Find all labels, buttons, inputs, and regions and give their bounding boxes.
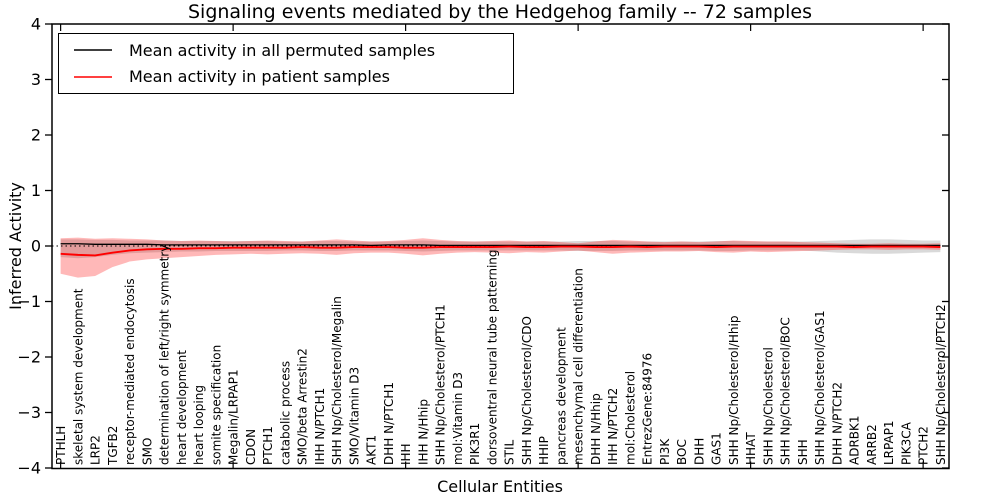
category-label: SHH: [796, 439, 810, 465]
category-label: ARRB2: [865, 424, 879, 465]
category-label: CDON: [244, 429, 258, 465]
category-label: HHAT: [744, 432, 758, 465]
category-label: DHH N/Hhip: [589, 393, 603, 465]
category-label: heart development: [175, 350, 189, 465]
category-label: DHH: [692, 438, 706, 465]
category-label: STIL: [503, 440, 517, 465]
legend-entry-permuted: Mean activity in all permuted samples: [59, 37, 513, 63]
category-label: pancreas development: [554, 327, 568, 465]
legend-label-permuted: Mean activity in all permuted samples: [129, 40, 436, 60]
y-tick-label: −4: [17, 459, 41, 478]
category-label: SHH Np/Cholesterol/CDO: [520, 316, 534, 465]
category-label: mol:Cholesterol: [623, 371, 637, 465]
category-label: SHH Np/Cholesterol: [761, 347, 775, 465]
y-tick-label: 1: [31, 181, 41, 200]
y-axis-label: Inferred Activity: [6, 182, 25, 310]
category-label: PI3K: [658, 438, 672, 465]
category-label: SHH Np/Cholesterol/GAS1: [813, 310, 827, 465]
y-tick-label: −3: [17, 403, 41, 422]
category-label: Megalin/LRPAP1: [227, 369, 241, 465]
legend-line-black-icon: [74, 49, 112, 52]
y-tick-label: 4: [31, 15, 41, 34]
permuted-band: [60, 239, 941, 259]
category-label: IHH N/PTCH2: [606, 388, 620, 465]
category-label: LRPAP1: [882, 420, 896, 465]
category-label: DHH N/PTCH2: [830, 382, 844, 465]
category-label: PTHLH: [54, 426, 68, 465]
y-tick-label: −1: [17, 292, 41, 311]
category-label: SHH Np/Cholesterol/PTCH2: [934, 304, 948, 465]
y-tick-label: 0: [31, 237, 41, 256]
category-label: SHH Np/Cholesterol/BOC: [779, 317, 793, 465]
category-label: ADRBK1: [848, 415, 862, 465]
y-tick-label: −2: [17, 348, 41, 367]
x-axis-label: Cellular Entities: [437, 477, 563, 496]
category-label: mol:Vitamin D3: [451, 372, 465, 465]
category-label: SHH Np/Cholesterol/Megalin: [330, 296, 344, 465]
category-label: HHIP: [537, 436, 551, 465]
category-label: LRP2: [89, 435, 103, 465]
category-label: DHH N/PTCH1: [382, 382, 396, 465]
legend-label-patient: Mean activity in patient samples: [129, 67, 390, 87]
category-label: PIK3R1: [468, 423, 482, 465]
category-label: PIK3CA: [899, 421, 913, 465]
patient-mean-line: [60, 245, 941, 257]
category-label: SHH Np/Cholesterol/PTCH1: [434, 304, 448, 465]
category-label: SMO/beta Arrestin2: [296, 348, 310, 465]
category-label: dorsoventral neural tube patterning: [485, 249, 499, 465]
category-label: IHH N/PTCH1: [313, 388, 327, 465]
category-label: TGFB2: [106, 426, 120, 466]
y-tick-label: 3: [31, 70, 41, 89]
category-label: SMO/Vitamin D3: [347, 367, 361, 465]
category-label: SHH Np/Cholesterol/Hhip: [727, 316, 741, 465]
category-label: EntrezGene:84976: [641, 353, 655, 465]
chart-title: Signaling events mediated by the Hedgeho…: [187, 1, 812, 23]
patient-band: [60, 237, 941, 278]
category-label: PTCH2: [917, 426, 931, 465]
permuted-mean-line: [60, 243, 941, 247]
category-label: SMO: [140, 438, 154, 465]
category-label: AKT1: [365, 435, 379, 465]
y-tick-label: 2: [31, 126, 41, 145]
category-label: IHH N/Hhip: [416, 399, 430, 465]
category-label: IHH: [399, 443, 413, 465]
category-label: BOC: [675, 439, 689, 465]
category-label: skeletal system development: [71, 288, 85, 465]
legend: Mean activity in all permuted samples Me…: [58, 33, 514, 94]
category-label: determination of left/right symmetry: [158, 245, 172, 465]
category-label: somite specification: [209, 345, 223, 465]
category-label: mesenchymal cell differentiation: [572, 268, 586, 465]
legend-line-red-icon: [74, 75, 112, 78]
category-label: receptor-mediated endocytosis: [123, 278, 137, 465]
category-label: catabolic process: [278, 361, 292, 465]
category-label: PTCH1: [261, 426, 275, 465]
legend-entry-patient: Mean activity in patient samples: [59, 64, 513, 90]
category-label: heart looping: [192, 385, 206, 465]
category-label: GAS1: [710, 432, 724, 465]
